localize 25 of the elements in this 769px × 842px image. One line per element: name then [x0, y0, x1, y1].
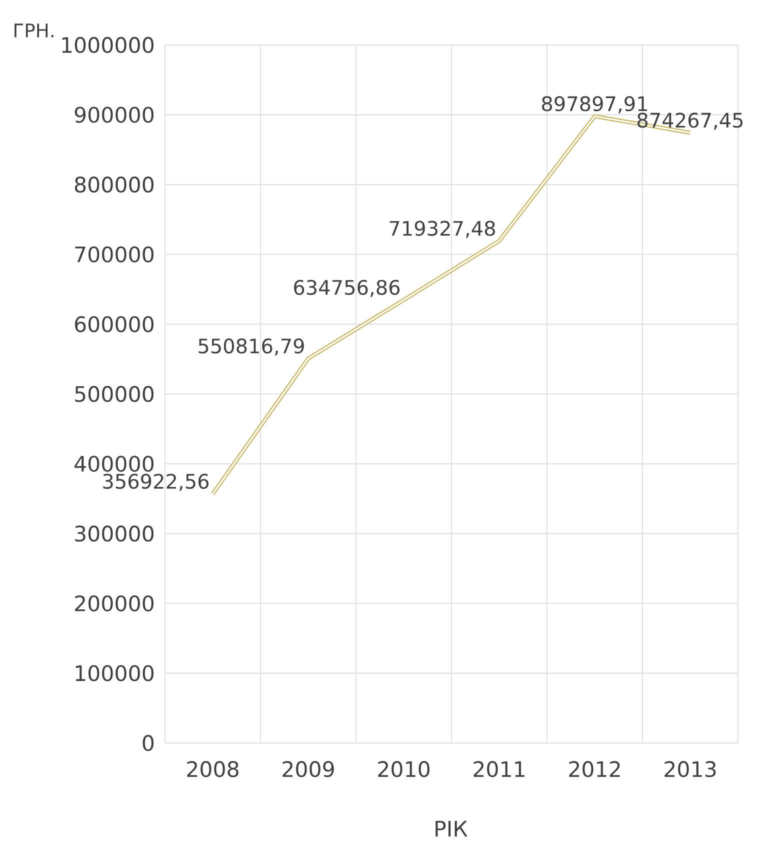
y-tick-label: 600000	[75, 316, 154, 332]
data-label: 356922,56	[103, 474, 209, 491]
y-tick-label: 1000000	[62, 36, 154, 54]
x-tick-label: 2013	[664, 761, 716, 778]
x-axis-title: РІК	[436, 820, 468, 836]
y-tick-label: 800000	[74, 176, 154, 193]
y-tick-label: 100000	[76, 665, 154, 682]
data-label: 634756,86	[294, 280, 400, 297]
x-tick-label: 2008	[187, 761, 238, 778]
x-tick-label: 2009	[282, 761, 334, 778]
y-tick-label: 700000	[75, 246, 154, 262]
y-tick-label: 0	[142, 734, 154, 752]
data-label: 550816,79	[198, 338, 304, 356]
data-label: 874267,45	[638, 112, 743, 130]
y-axis-title: ГРН.	[14, 24, 54, 38]
y-tick-label: 200000	[75, 595, 154, 612]
x-tick-label: 2011	[474, 761, 524, 778]
data-label: 897897,91	[542, 96, 647, 114]
x-tick-label: 2010	[378, 761, 430, 778]
y-tick-label: 300000	[75, 526, 154, 542]
y-tick-label: 400000	[74, 456, 154, 472]
y-tick-label: 900000	[74, 106, 154, 123]
data-label: 719327,48	[390, 220, 495, 238]
y-tick-label: 500000	[75, 386, 154, 402]
x-tick-label: 2012	[569, 761, 620, 778]
